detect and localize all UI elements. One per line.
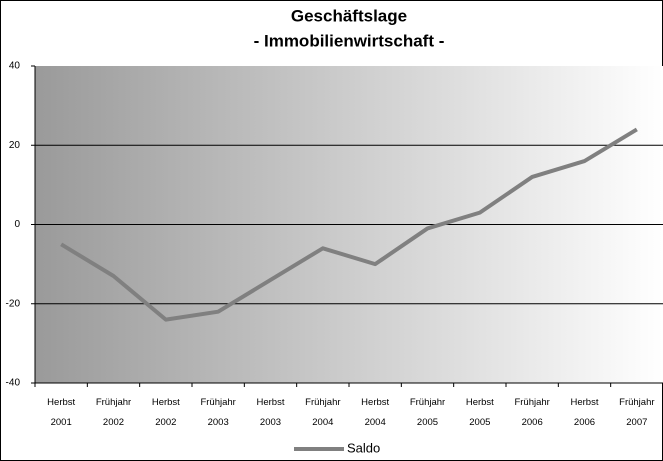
chart-title: Geschäftslage [291, 6, 407, 25]
x-tick-label: Frühjahr 2005 [410, 397, 445, 428]
x-tick-label: Frühjahr 2004 [305, 397, 340, 428]
y-tick-label: 20 [9, 140, 21, 151]
x-tick-label: Herbst 2004 [361, 397, 389, 428]
chart-subtitle: - Immobilienwirtschaft - [254, 31, 445, 50]
x-tick-label: Herbst 2001 [47, 397, 75, 428]
y-tick-label: -40 [6, 378, 21, 389]
x-tick-label: Herbst 2006 [571, 397, 599, 428]
x-tick-label: Herbst 2002 [152, 397, 180, 428]
y-tick-label: 40 [9, 61, 21, 72]
x-tick-label: Frühjahr 2006 [514, 397, 549, 428]
x-tick-label: Frühjahr 2007 [619, 397, 654, 428]
data-line [60, 127, 638, 322]
y-tick-label: 0 [14, 219, 20, 230]
x-tick-label: Herbst 2003 [257, 397, 285, 428]
x-tick-label: Frühjahr 2003 [200, 397, 235, 428]
x-tick-label: Frühjahr 2002 [96, 397, 131, 428]
x-tick-label: Herbst 2005 [466, 397, 494, 428]
y-tick-label: -20 [6, 298, 21, 309]
legend-label: Saldo [347, 440, 380, 455]
